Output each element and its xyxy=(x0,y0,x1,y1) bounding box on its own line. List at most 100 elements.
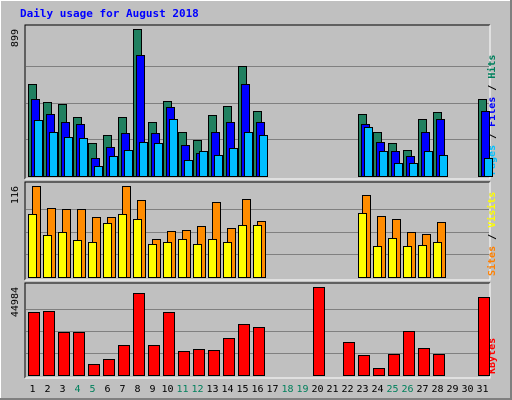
bar-pages-day-8 xyxy=(139,142,148,177)
bar-sites-day-9 xyxy=(148,244,157,278)
bar-pages-day-11 xyxy=(184,160,193,177)
x-tick-label: 23 xyxy=(356,384,368,395)
bar-pages-day-6 xyxy=(109,156,118,177)
bar-pages-day-4 xyxy=(79,138,88,177)
bar-sites-day-6 xyxy=(103,223,112,278)
visits-sites-panel: 116 Sites / Visits xyxy=(10,181,498,281)
x-tick-label: 8 xyxy=(134,384,140,395)
x-tick-label: 7 xyxy=(119,384,125,395)
bar-pages-day-31 xyxy=(484,158,493,177)
kbytes-panel: 44984 KBytes xyxy=(10,282,498,379)
bar-kbytes-day-1 xyxy=(28,312,40,376)
bar-kbytes-day-7 xyxy=(118,345,130,376)
bar-sites-day-25 xyxy=(388,238,397,278)
bar-kbytes-day-3 xyxy=(58,332,70,376)
bar-kbytes-day-20 xyxy=(313,287,325,376)
bar-kbytes-day-26 xyxy=(403,331,415,376)
x-tick-label: 10 xyxy=(161,384,173,395)
bar-kbytes-day-16 xyxy=(253,327,265,376)
kbytes-frame-dark xyxy=(24,282,490,378)
bar-pages-day-24 xyxy=(379,151,388,177)
hits-files-pages-panel: 899Pages / Files / Hits xyxy=(10,24,498,180)
bar-kbytes-day-28 xyxy=(433,354,445,376)
bar-kbytes-day-24 xyxy=(373,368,385,376)
x-tick-label: 25 xyxy=(386,384,398,395)
x-tick-label: 13 xyxy=(206,384,218,395)
bar-kbytes-day-25 xyxy=(388,354,400,376)
bar-kbytes-day-27 xyxy=(418,348,430,376)
bar-sites-day-5 xyxy=(88,242,97,278)
legend-part: / xyxy=(487,79,498,97)
chart-panels: 899Pages / Files / Hits 116 Sites / Visits… xyxy=(10,24,498,379)
bar-sites-day-3 xyxy=(58,232,67,278)
series-sites xyxy=(28,213,442,278)
legend-part: Sites xyxy=(486,246,498,276)
x-tick-label: 30 xyxy=(461,384,473,395)
legend-part: KBytes xyxy=(487,338,498,374)
bar-pages-day-15 xyxy=(244,132,253,177)
x-tick-label: 15 xyxy=(236,384,248,395)
hits-files-pages-ymax-label: 899 xyxy=(10,29,21,47)
bar-sites-day-15 xyxy=(238,225,247,278)
x-tick-label: 4 xyxy=(74,384,80,395)
x-tick-label: 20 xyxy=(311,384,323,395)
bar-pages-day-23 xyxy=(364,127,373,177)
bar-pages-day-1 xyxy=(34,120,43,177)
bar-kbytes-day-23 xyxy=(358,355,370,376)
bar-sites-day-12 xyxy=(193,244,202,278)
x-tick-label: 19 xyxy=(296,384,308,395)
bar-kbytes-day-13 xyxy=(208,350,220,376)
bar-pages-day-5 xyxy=(94,166,103,177)
x-tick-label: 16 xyxy=(251,384,263,395)
bar-sites-day-1 xyxy=(28,214,37,278)
bar-kbytes-day-14 xyxy=(223,338,235,376)
chart-title: Daily usage for August 2018 xyxy=(20,7,199,20)
bar-kbytes-day-12 xyxy=(193,349,205,376)
bar-kbytes-day-10 xyxy=(163,312,175,376)
legend-part: Visits xyxy=(486,192,498,228)
visits-sites-frame-dark xyxy=(24,181,490,280)
bar-pages-day-12 xyxy=(199,151,208,177)
bar-sites-day-13 xyxy=(208,239,217,278)
bar-pages-day-28 xyxy=(439,155,448,177)
bar-pages-day-25 xyxy=(394,163,403,177)
bar-kbytes-day-2 xyxy=(43,311,55,376)
x-tick-label: 26 xyxy=(401,384,413,395)
bar-pages-day-27 xyxy=(424,151,433,177)
bar-sites-day-26 xyxy=(403,246,412,278)
bar-kbytes-day-22 xyxy=(343,342,355,376)
bar-kbytes-day-6 xyxy=(103,359,115,376)
x-tick-label: 22 xyxy=(341,384,353,395)
bar-kbytes-day-31 xyxy=(478,297,490,376)
bar-pages-day-2 xyxy=(49,132,58,177)
x-tick-label: 17 xyxy=(266,384,278,395)
bar-pages-day-7 xyxy=(124,150,133,177)
bar-sites-day-23 xyxy=(358,213,367,278)
x-tick-label: 27 xyxy=(416,384,428,395)
x-tick-label: 2 xyxy=(44,384,50,395)
bar-sites-day-16 xyxy=(253,225,262,278)
bar-pages-day-16 xyxy=(259,135,268,177)
visits-sites-legend: Sites / Visits xyxy=(486,192,498,276)
bar-sites-day-28 xyxy=(433,242,442,278)
x-tick-label: 31 xyxy=(476,384,488,395)
visits-sites-ymax-label: 116 xyxy=(10,186,21,204)
x-axis-labels: 1 2 3 4 5 6 7 8 9 10 11 12 13 14 15 16 17 18 19 20 21 22 23 24 2… xyxy=(29,384,488,395)
bar-pages-day-14 xyxy=(229,148,238,177)
x-tick-label: 9 xyxy=(149,384,155,395)
bar-pages-day-13 xyxy=(214,155,223,177)
series-pages xyxy=(34,119,493,177)
x-tick-label: 11 xyxy=(176,384,188,395)
bar-kbytes-day-8 xyxy=(133,293,145,376)
x-tick-label: 14 xyxy=(221,384,233,395)
x-tick-label: 29 xyxy=(446,384,458,395)
hits-files-pages-frame-light xyxy=(25,25,491,180)
bar-sites-day-14 xyxy=(223,242,232,278)
bar-sites-day-4 xyxy=(73,240,82,278)
x-tick-label: 21 xyxy=(326,384,338,395)
bar-kbytes-day-11 xyxy=(178,351,190,376)
x-tick-label: 6 xyxy=(104,384,110,395)
bar-pages-day-3 xyxy=(64,137,73,177)
bar-sites-day-7 xyxy=(118,214,127,278)
